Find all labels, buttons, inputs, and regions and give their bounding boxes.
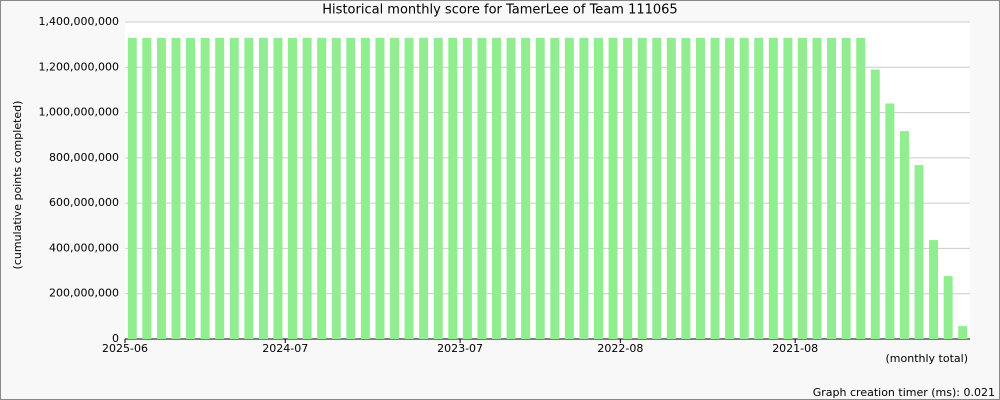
bar [186, 37, 196, 339]
bar [433, 37, 443, 339]
bar [797, 37, 807, 339]
y-tick-label: 400,000,000 [49, 241, 119, 254]
bar [448, 37, 458, 339]
x-tick-label: 2024-07 [262, 342, 308, 355]
bar [870, 69, 880, 340]
bar [710, 37, 720, 339]
bar [215, 37, 225, 339]
bar [360, 37, 370, 339]
bar [258, 37, 268, 339]
bar [739, 37, 749, 339]
x-axis-label: (monthly total) [886, 352, 969, 365]
bar [171, 37, 181, 339]
bar [958, 326, 968, 339]
bar [856, 37, 866, 339]
y-tick-label: 0 [112, 332, 119, 345]
bar [127, 37, 137, 339]
bar [666, 37, 676, 339]
bar [302, 37, 312, 339]
bar [346, 37, 356, 339]
y-tick-label: 1,000,000,000 [39, 106, 119, 119]
bar [535, 37, 545, 339]
bar [841, 37, 851, 339]
bar [317, 37, 327, 339]
bar [550, 37, 560, 339]
bar [783, 37, 793, 339]
bar [725, 37, 735, 339]
bar [885, 103, 895, 339]
bar [390, 37, 400, 339]
bar [812, 37, 822, 339]
bar [695, 37, 705, 339]
x-tick-label: 2022-08 [597, 342, 643, 355]
bar [462, 37, 472, 339]
bar [288, 37, 298, 339]
bar [156, 37, 166, 339]
bar [681, 37, 691, 339]
bar [943, 276, 953, 339]
bar [200, 37, 210, 339]
bar [929, 240, 939, 339]
bar [477, 37, 487, 339]
bar [506, 37, 516, 339]
bar [419, 37, 429, 339]
bar [244, 37, 254, 339]
bar [273, 37, 283, 339]
x-tick-label: 2025-06 [102, 342, 148, 355]
y-tick-label: 800,000,000 [49, 151, 119, 164]
bar [142, 37, 152, 339]
y-tick-label: 1,200,000,000 [39, 60, 119, 73]
bar [608, 37, 618, 339]
bar [754, 37, 764, 339]
bar [375, 37, 385, 339]
y-tick-label: 200,000,000 [49, 287, 119, 300]
bar [521, 37, 531, 339]
bar [492, 37, 502, 339]
x-tick-label: 2021-08 [772, 342, 818, 355]
x-tick-label: 2023-07 [437, 342, 483, 355]
bar [899, 131, 909, 339]
bar [768, 37, 778, 339]
y-axis-label: (cumulative points completed) [11, 101, 24, 270]
y-tick-label: 600,000,000 [49, 196, 119, 209]
bar [637, 37, 647, 339]
bar [914, 165, 924, 339]
bar [579, 37, 589, 339]
bar [827, 37, 837, 339]
bar [623, 37, 633, 339]
bar [229, 37, 239, 339]
bar [652, 37, 662, 339]
footer: Graph creation timer (ms): 0.021 [813, 386, 995, 399]
bar [404, 37, 414, 339]
bar [331, 37, 341, 339]
y-tick-label: 1,400,000,000 [39, 15, 119, 28]
bar [564, 37, 574, 339]
chart-title: Historical monthly score for TamerLee of… [322, 3, 677, 18]
bar [593, 37, 603, 339]
